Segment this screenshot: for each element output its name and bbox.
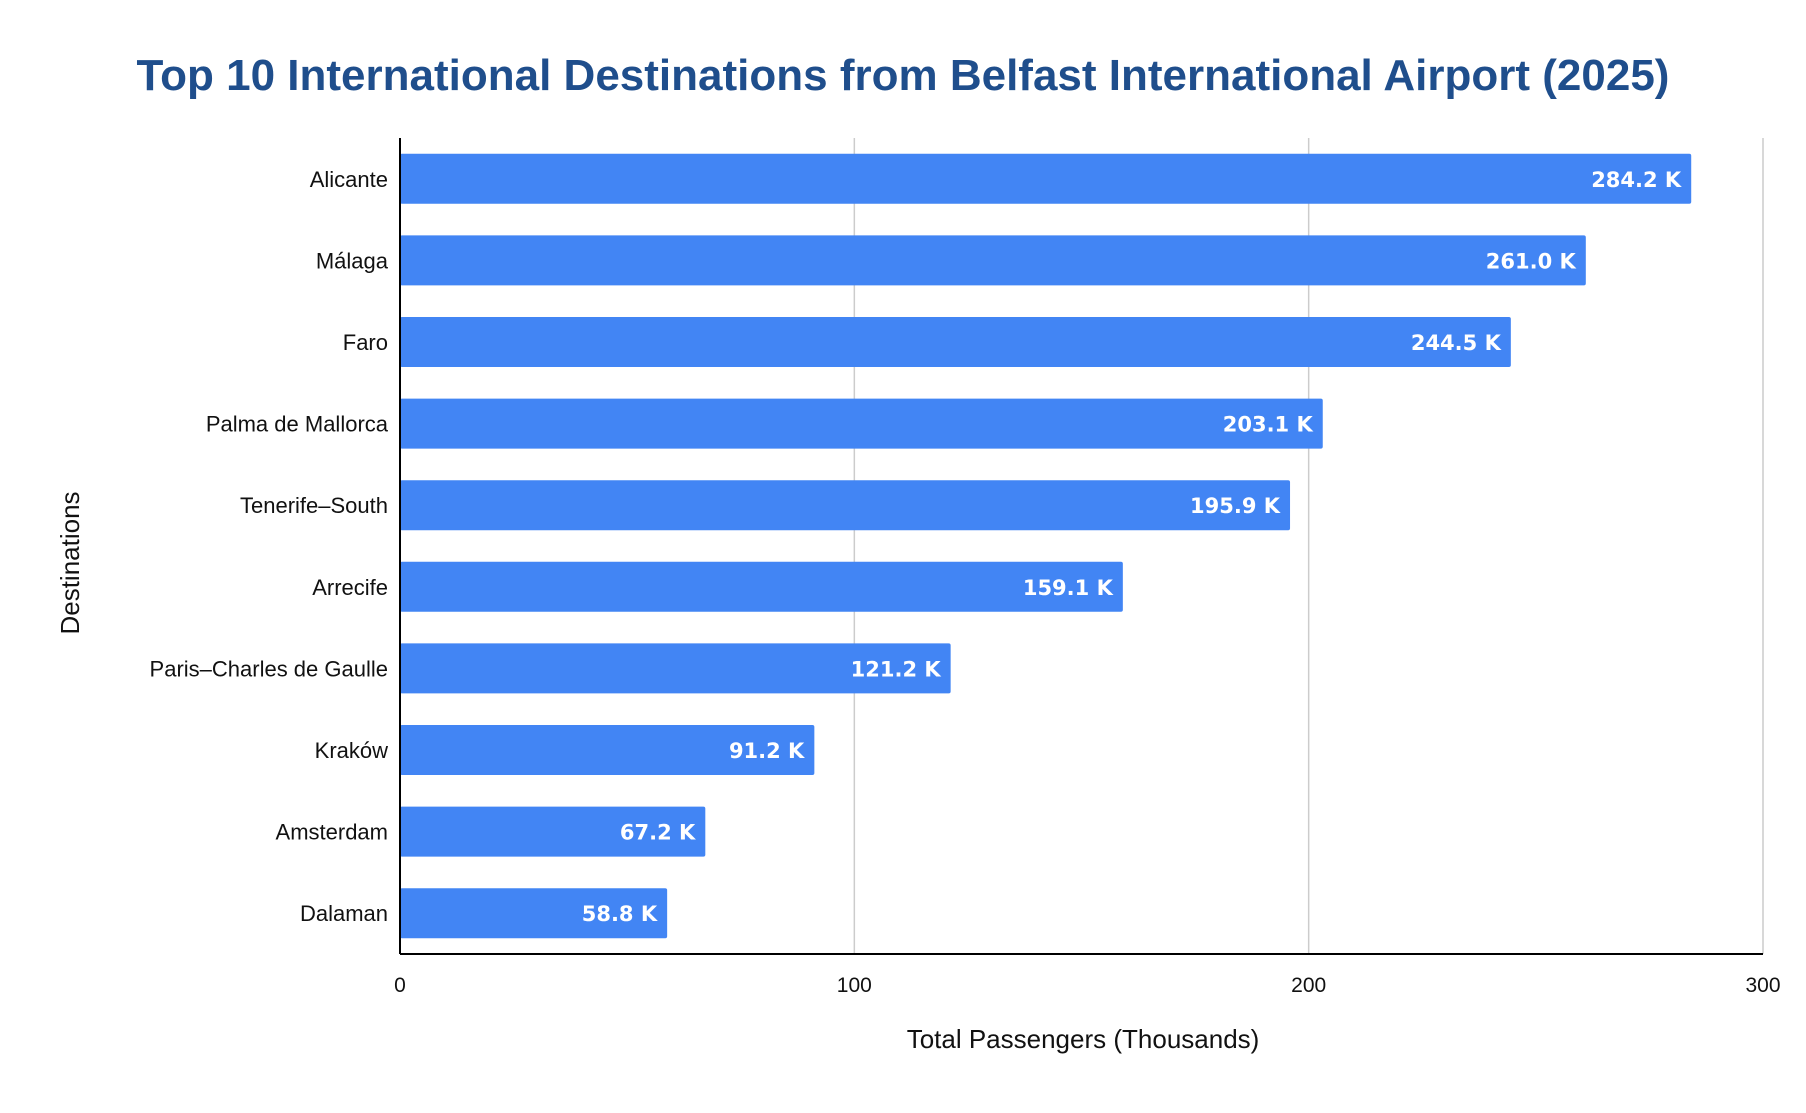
- data-label-krak-w: 91.2 K: [729, 739, 805, 763]
- category-label-tenerife-south: Tenerife–South: [240, 493, 388, 518]
- bar-tenerife-south: [400, 480, 1291, 531]
- bar-palma-de-mallorca: [400, 398, 1323, 449]
- bar-m-laga: [400, 235, 1586, 286]
- category-label-alicante: Alicante: [310, 167, 388, 192]
- x-axis-title: Total Passengers (Thousands): [907, 1024, 1260, 1054]
- category-label-paris-charles-de-gaulle: Paris–Charles de Gaulle: [150, 656, 388, 681]
- data-label-arrecife: 159.1 K: [1023, 576, 1114, 600]
- bar-arrecife: [400, 561, 1123, 612]
- data-label-paris-charles-de-gaulle: 121.2 K: [851, 657, 942, 681]
- x-tick-label-300: 300: [1745, 974, 1780, 997]
- chart-title: Top 10 International Destinations from B…: [137, 51, 1670, 100]
- category-label-m-laga: Málaga: [316, 248, 389, 273]
- data-label-amsterdam: 67.2 K: [620, 821, 696, 845]
- bar-faro: [400, 317, 1511, 367]
- x-tick-label-0: 0: [394, 974, 406, 997]
- category-labels: Alicante Málaga Faro Palma de Mallorca Tener…: [150, 167, 389, 926]
- category-label-amsterdam: Amsterdam: [276, 820, 388, 845]
- bar-krak-w: [400, 725, 815, 775]
- x-tick-label-200: 200: [1291, 974, 1326, 997]
- bar-paris-charles-de-gaulle: [400, 643, 951, 694]
- data-label-faro: 244.5 K: [1411, 331, 1502, 355]
- category-label-palma-de-mallorca: Palma de Mallorca: [206, 412, 389, 437]
- data-label-m-laga: 261.0 K: [1486, 249, 1577, 273]
- data-label-tenerife-south: 195.9 K: [1190, 494, 1281, 518]
- bar-amsterdam: [400, 806, 706, 857]
- data-label-dalaman: 58.8 K: [582, 902, 658, 926]
- y-axis-title: Destinations: [55, 491, 85, 634]
- data-label-palma-de-mallorca: 203.1 K: [1223, 413, 1314, 437]
- data-label-alicante: 284.2 K: [1591, 168, 1682, 192]
- category-label-dalaman: Dalaman: [300, 901, 388, 926]
- bars: 284.2 K 261.0 K 244.5 K 203.1 K 195.9 K 159.1…: [400, 153, 1692, 939]
- category-label-faro: Faro: [343, 330, 388, 355]
- x-tick-label-100: 100: [837, 974, 872, 997]
- bar-alicante: [400, 153, 1692, 204]
- axes: [399, 138, 1763, 955]
- category-label-arrecife: Arrecife: [312, 575, 388, 600]
- category-label-krak-w: Kraków: [315, 738, 388, 763]
- bar-dalaman: [400, 888, 668, 939]
- x-tick-labels: 0 100 200 300: [394, 974, 1780, 997]
